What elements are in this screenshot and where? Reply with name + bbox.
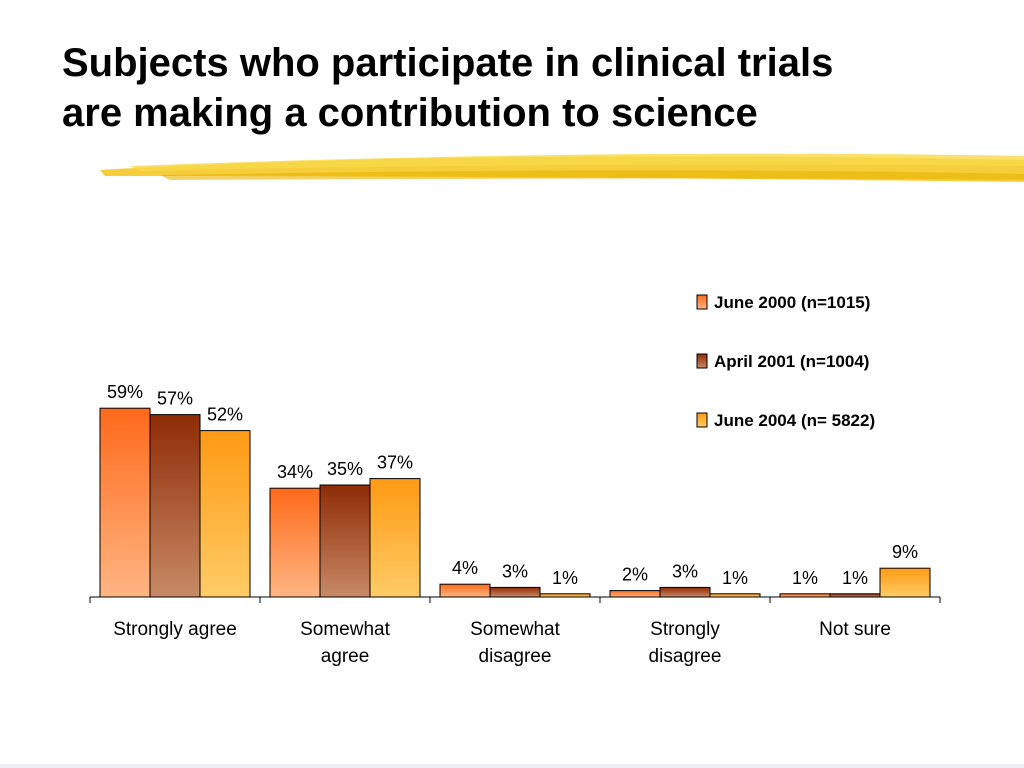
bar (489, 586, 541, 598)
footer-divider (0, 764, 1024, 768)
slide-title-line-2: are making a contribution to science (62, 91, 758, 135)
data-label: 37% (377, 453, 413, 473)
bar (319, 484, 371, 598)
bar (439, 583, 491, 598)
bar (269, 487, 321, 598)
data-label: 1% (722, 568, 748, 588)
data-label: 1% (792, 568, 818, 588)
data-label: 3% (502, 561, 528, 581)
bar (609, 590, 661, 598)
data-label: 1% (842, 568, 868, 588)
category-label: Not sure (819, 619, 891, 640)
highlighter-stroke (100, 153, 1024, 182)
data-label: 4% (452, 558, 478, 578)
data-label: 2% (622, 565, 648, 585)
bar (369, 478, 421, 598)
legend-swatch (696, 353, 708, 369)
category-label: Somewhat agree (300, 619, 390, 667)
x-axis (89, 596, 941, 603)
category-label: Strongly disagree (649, 619, 722, 667)
category-label: Somewhat disagree (470, 619, 560, 667)
slide-title-line-1: Subjects who participate in clinical tri… (62, 41, 834, 85)
bar (199, 430, 251, 598)
category-labels: Strongly agree Somewhat agree Somewhat disag… (113, 619, 891, 667)
data-label: 35% (327, 459, 363, 479)
bar (879, 567, 931, 598)
legend: June 2000 (n=1015) April 2001 (n=1004) Jun… (696, 293, 875, 430)
data-label: 1% (552, 568, 578, 588)
legend-swatch (696, 412, 708, 428)
data-label: 57% (157, 389, 193, 409)
bar (149, 414, 201, 598)
category-label: Strongly agree (113, 619, 237, 640)
data-labels: 59% 34% 4% 2% 1% 57% 35% 3% 3% 1% 52% 37% 1% 1% 9% (107, 382, 918, 588)
bar-chart: 59% 34% 4% 2% 1% 57% 35% 3% 3% 1% 52% 37% 1% 1% 9% Str… (89, 293, 941, 667)
bars-layer (99, 407, 931, 598)
legend-label: April 2001 (n=1004) (714, 352, 869, 371)
data-label: 59% (107, 382, 143, 402)
data-label: 3% (672, 561, 698, 581)
bar (659, 586, 711, 598)
legend-label: June 2000 (n=1015) (714, 293, 870, 312)
legend-swatch (696, 294, 708, 310)
data-label: 9% (892, 542, 918, 562)
data-label: 34% (277, 462, 313, 482)
bar (99, 407, 151, 598)
legend-label: June 2004 (n= 5822) (714, 411, 875, 430)
slide-title: Subjects who participate in clinical tri… (62, 38, 1002, 138)
data-label: 52% (207, 405, 243, 425)
